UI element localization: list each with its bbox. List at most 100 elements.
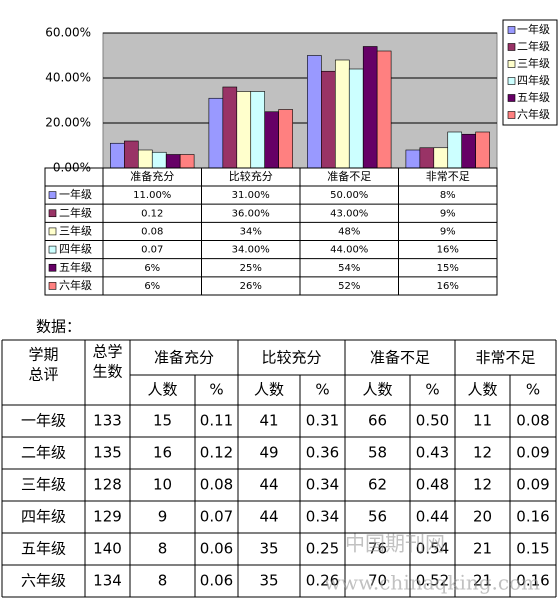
bar — [165, 154, 181, 169]
bar — [419, 147, 435, 169]
bar — [179, 154, 195, 169]
series-name: 六年级 — [59, 278, 92, 292]
value-label: 0.08 — [141, 226, 163, 237]
value-label: 6% — [144, 281, 160, 292]
table-cell: 44 — [259, 476, 278, 494]
table-cell: 0.12 — [200, 444, 233, 462]
y-tick-label: 60.00% — [45, 26, 91, 40]
bar — [461, 133, 476, 169]
caption: 数据： — [36, 318, 81, 336]
series-name: 一年级 — [59, 187, 92, 201]
table-key — [48, 263, 57, 272]
table-cell: 8 — [158, 540, 168, 558]
table-cell: 0.36 — [306, 444, 339, 462]
value-label: 43.00% — [330, 208, 368, 219]
table-cell: 四年级 — [21, 508, 66, 526]
value-label: 11.00% — [133, 190, 171, 201]
table-cell: 21 — [473, 572, 492, 590]
y-tick-label: 20.00% — [45, 116, 91, 130]
legend-label: 六年级 — [517, 107, 550, 121]
table-cell: 70 — [368, 572, 387, 590]
legend-label: 二年级 — [517, 39, 550, 53]
table-cell: 8 — [158, 572, 168, 590]
header-cell: % — [209, 381, 223, 399]
header-cell: 人数 — [467, 381, 497, 399]
bar — [321, 70, 336, 169]
table-cell: 三年级 — [21, 476, 66, 494]
bar — [208, 97, 224, 169]
value-label: 9% — [440, 226, 456, 237]
table-key — [48, 282, 57, 290]
value-label: 31.00% — [232, 190, 270, 201]
table-cell: 五年级 — [21, 540, 66, 558]
bar — [376, 50, 392, 169]
bar — [307, 55, 322, 169]
header-cell: % — [315, 381, 329, 399]
watermark: www.chinaqking.com — [324, 571, 540, 595]
series-name: 五年级 — [59, 260, 92, 274]
legend-label: 五年级 — [517, 90, 550, 104]
legend-label: 四年级 — [517, 73, 550, 87]
value-label: 15% — [437, 263, 459, 274]
table-cell: 134 — [93, 572, 122, 590]
bar — [278, 109, 293, 169]
table-cell: 六年级 — [21, 572, 66, 590]
table-cell: 76 — [368, 540, 387, 558]
table-cell: 0.15 — [516, 540, 549, 558]
table-cell: 58 — [368, 444, 387, 462]
value-label: 50.00% — [330, 190, 368, 201]
y-tick-label: 40.00% — [45, 71, 91, 85]
value-label: 0.12 — [141, 208, 163, 219]
table-cell: 0.26 — [306, 572, 339, 590]
x-tick-label: 准备充分 — [130, 169, 174, 183]
bar — [222, 86, 238, 169]
table-cell: 0.07 — [200, 508, 233, 526]
table-cell: 56 — [368, 508, 387, 526]
table-cell: 9 — [158, 508, 168, 526]
table-cell: 21 — [473, 540, 492, 558]
legend-label: 三年级 — [517, 56, 550, 70]
legend-label: 一年级 — [517, 22, 550, 36]
table-cell: 0.34 — [306, 476, 339, 494]
value-label: 34.00% — [232, 245, 270, 256]
table-cell: 0.11 — [200, 412, 233, 430]
table-cell: 二年级 — [21, 444, 66, 462]
header-cell: 生数 — [92, 363, 122, 381]
value-label: 52% — [338, 281, 360, 292]
header-cell: 准备充分 — [154, 349, 214, 367]
bar — [334, 59, 350, 169]
value-label: 36.00% — [232, 208, 270, 219]
table-cell: 35 — [259, 540, 278, 558]
table-cell: 15 — [153, 412, 172, 430]
header-cell: % — [526, 381, 540, 399]
legend-key — [507, 43, 516, 51]
value-label: 9% — [440, 208, 456, 219]
bar — [151, 151, 167, 169]
legend — [502, 19, 558, 126]
table-cell: 0.09 — [516, 444, 549, 462]
plot-area — [102, 32, 498, 169]
table-cell: 0.06 — [200, 572, 233, 590]
series-name: 三年级 — [59, 223, 92, 237]
table-cell: 62 — [368, 476, 387, 494]
table-cell: 0.16 — [516, 572, 549, 590]
header-cell: 总学 — [92, 343, 122, 361]
header-cell: 人数 — [254, 381, 284, 399]
bar — [124, 140, 139, 169]
table-key — [48, 209, 57, 218]
value-label: 44.00% — [330, 245, 368, 256]
table-cell: 0.06 — [200, 540, 233, 558]
value-label: 16% — [437, 245, 459, 256]
table-cell: 0.50 — [416, 412, 449, 430]
watermark: 中国期刊网 — [345, 532, 445, 556]
table-cell: 66 — [368, 412, 387, 430]
bar — [433, 147, 449, 169]
table-key — [48, 191, 57, 199]
table-cell: 0.34 — [306, 508, 339, 526]
value-label: 48% — [338, 226, 360, 237]
bar — [110, 142, 125, 169]
table-cell: 0.16 — [516, 508, 549, 526]
bar — [447, 131, 463, 169]
table-cell: 0.44 — [416, 508, 449, 526]
